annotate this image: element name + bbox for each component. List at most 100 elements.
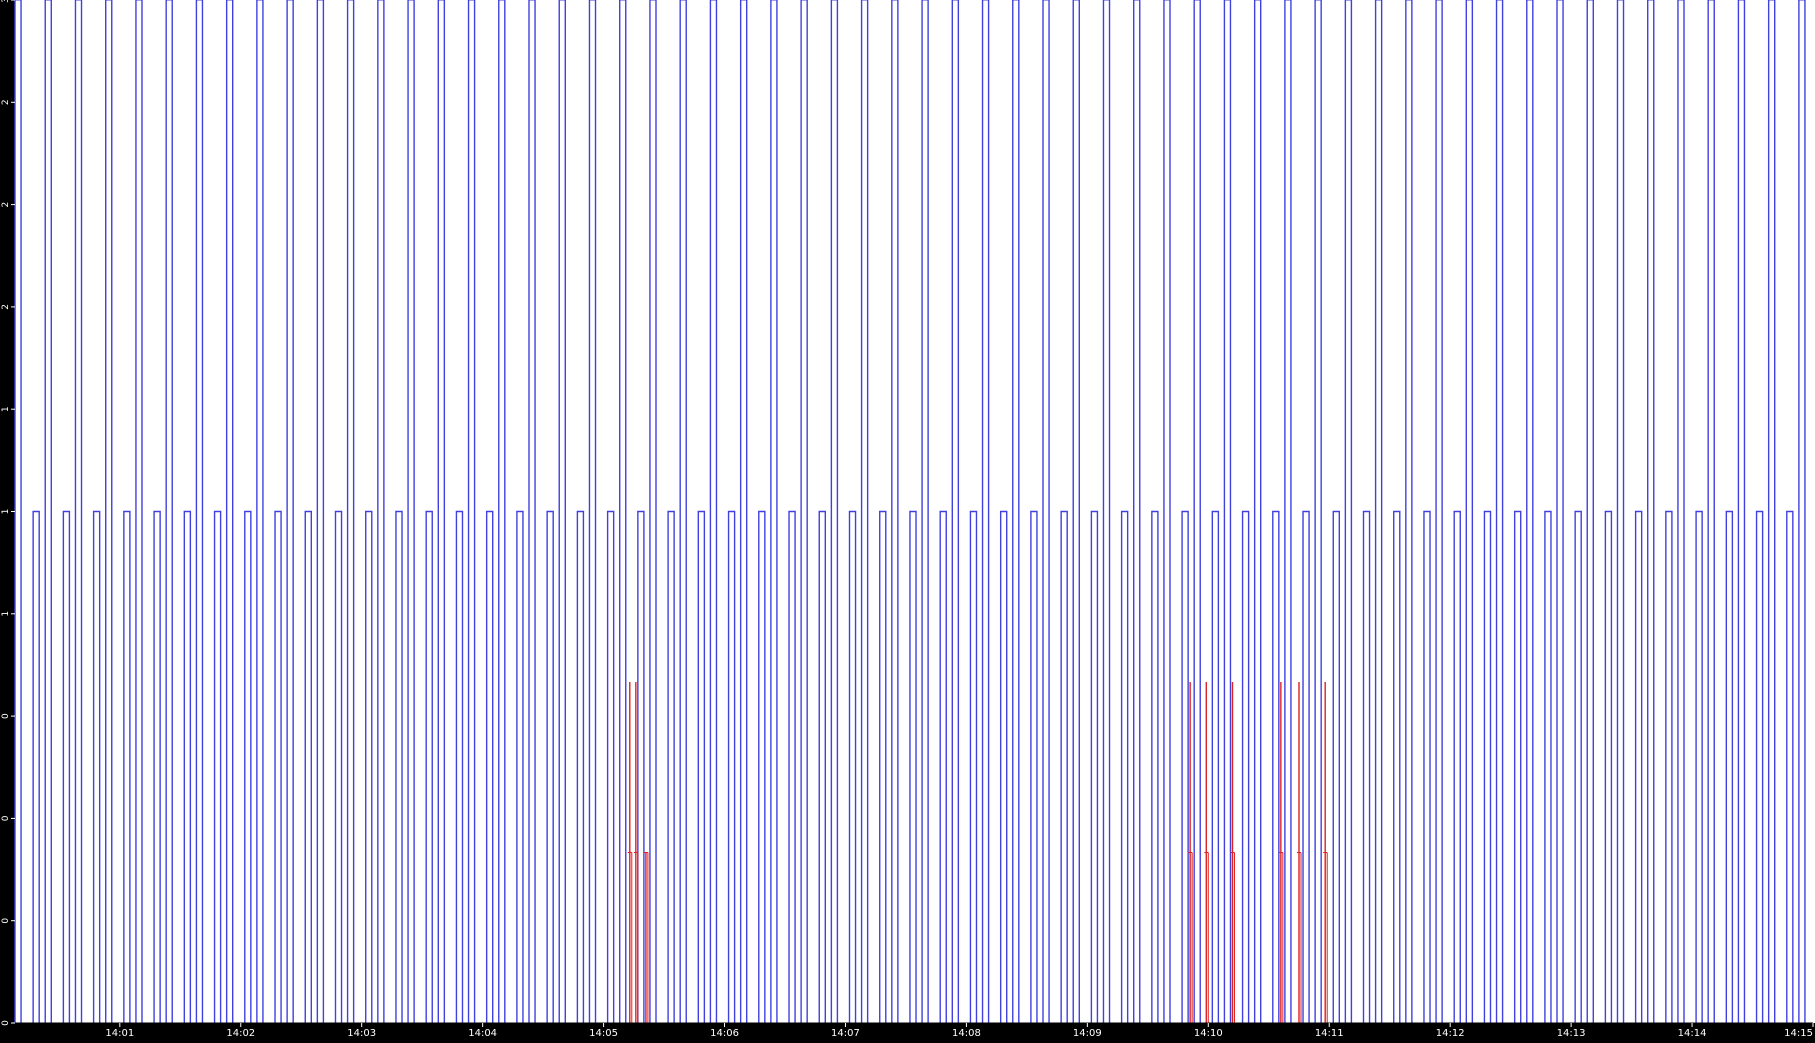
blue-pulse-secondary: [1272, 510, 1280, 1023]
blue-pulse: [800, 0, 808, 1023]
x-axis: 14:01 14:02 14:03 14:04 14:05 14:06 14:07 14:08…: [15, 1022, 1814, 1039]
blue-pulse: [74, 0, 83, 1023]
blue-pulse: [407, 0, 415, 1023]
blue-pulse-secondary: [1574, 510, 1582, 1023]
y-tick-label: 0: [1, 713, 11, 719]
blue-pulse-secondary: [1211, 510, 1220, 1023]
blue-pulse-secondary: [1302, 510, 1310, 1023]
blue-pulse: [316, 0, 325, 1023]
blue-pulse-secondary: [848, 510, 857, 1023]
blue-pulse-secondary: [395, 510, 403, 1023]
blue-pulse: [225, 0, 234, 1023]
blue-pulse: [377, 0, 385, 1023]
blue-pulse: [1042, 0, 1050, 1023]
blue-pulse-secondary: [1725, 510, 1734, 1023]
blue-pulse: [165, 0, 173, 1023]
blue-pulse: [135, 0, 143, 1023]
blue-pulse-secondary: [909, 510, 917, 1023]
y-tick-label: 1: [1, 406, 11, 412]
blue-pulse-secondary: [999, 510, 1008, 1023]
blue-pulse: [1556, 0, 1564, 1023]
blue-pulse-secondary: [32, 510, 40, 1023]
blue-pulse: [1616, 0, 1625, 1023]
y-tick-label: 1: [1, 509, 11, 515]
blue-pulse: [709, 0, 718, 1023]
blue-pulse-secondary: [485, 510, 494, 1023]
blue-pulse: [860, 0, 869, 1023]
blue-pulse-secondary: [1362, 510, 1371, 1023]
y-axis: 0 0 0 0 1 1 1 2 2 2 3: [1, 0, 15, 1026]
x-tick-label: 14:06: [710, 1028, 739, 1039]
blue-pulse-secondary: [546, 510, 554, 1023]
x-tick-label: 14:15: [1784, 1028, 1813, 1039]
blue-pulse: [195, 0, 204, 1023]
blue-pulse-secondary: [818, 510, 827, 1023]
blue-pulse: [437, 0, 446, 1023]
blue-pulse-secondary: [697, 510, 706, 1023]
blue-pulse: [1647, 0, 1655, 1023]
y-tick-label: 2: [1, 304, 11, 310]
blue-pulse-secondary: [1120, 510, 1129, 1023]
y-tick-label: 2: [1, 99, 11, 105]
x-tick-label: 14:07: [831, 1028, 860, 1039]
blue-pulse: [739, 0, 748, 1023]
blue-pulse-secondary: [667, 510, 675, 1023]
blue-pulse-secondary: [788, 510, 796, 1023]
blue-pulse: [1133, 0, 1141, 1023]
blue-pulse-secondary: [334, 510, 343, 1023]
blue-pulse-secondary: [123, 510, 131, 1023]
blue-pulse-secondary: [1241, 510, 1250, 1023]
blue-pulse-secondary: [1453, 510, 1461, 1023]
blue-pulse: [619, 0, 627, 1023]
blue-pulse-secondary: [1151, 510, 1159, 1023]
blue-pulse-secondary: [455, 510, 464, 1023]
x-tick-label: 14:01: [105, 1028, 134, 1039]
blue-pulse-secondary: [92, 510, 101, 1023]
blue-pulse-secondary: [1060, 510, 1068, 1023]
blue-pulse-secondary: [1513, 510, 1522, 1023]
blue-pulse-secondary: [1786, 510, 1794, 1023]
blue-pulse: [1072, 0, 1080, 1023]
blue-pulse-secondary: [1755, 510, 1764, 1023]
blue-pulse: [1284, 0, 1292, 1023]
x-tick-label: 14:12: [1436, 1028, 1465, 1039]
blue-pulse-secondary: [274, 510, 282, 1023]
blue-pulse: [830, 0, 839, 1023]
blue-pulse-secondary: [365, 510, 373, 1023]
blue-pulse: [1314, 0, 1322, 1023]
red-series: [627, 682, 1328, 1023]
blue-pulse: [1344, 0, 1353, 1023]
y-tick-label: 3: [1, 0, 11, 3]
blue-pulse: [1253, 0, 1262, 1023]
blue-pulse: [1737, 0, 1746, 1023]
x-tick-label: 14:11: [1315, 1028, 1344, 1039]
blue-pulse: [528, 0, 536, 1023]
blue-pulse-secondary: [879, 510, 887, 1023]
blue-pulse: [256, 0, 264, 1023]
blue-pulse-secondary: [1090, 510, 1099, 1023]
blue-pulse: [286, 0, 294, 1023]
blue-pulse: [1707, 0, 1715, 1023]
y-tick-label: 1: [1, 611, 11, 617]
blue-pulse-secondary: [1181, 510, 1189, 1023]
blue-pulse-secondary: [1544, 510, 1552, 1023]
blue-pulse: [1012, 0, 1020, 1023]
blue-pulse: [467, 0, 476, 1023]
y-tick-label: 0: [1, 815, 11, 821]
blue-pulse-secondary: [1604, 510, 1613, 1023]
blue-pulse: [1495, 0, 1504, 1023]
blue-pulse-secondary: [1665, 510, 1673, 1023]
blue-pulse: [1405, 0, 1413, 1023]
blue-pulse-secondary: [1483, 510, 1492, 1023]
x-tick-label: 14:13: [1557, 1028, 1586, 1039]
blue-pulse-secondary: [153, 510, 161, 1023]
blue-pulse: [44, 0, 52, 1023]
blue-pulse-secondary: [304, 510, 313, 1023]
blue-pulse: [346, 0, 355, 1023]
x-tick-label: 14:14: [1678, 1028, 1707, 1039]
blue-pulse: [1798, 0, 1806, 1023]
x-tick-label: 14:04: [468, 1028, 497, 1039]
blue-pulse-secondary: [1695, 510, 1703, 1023]
